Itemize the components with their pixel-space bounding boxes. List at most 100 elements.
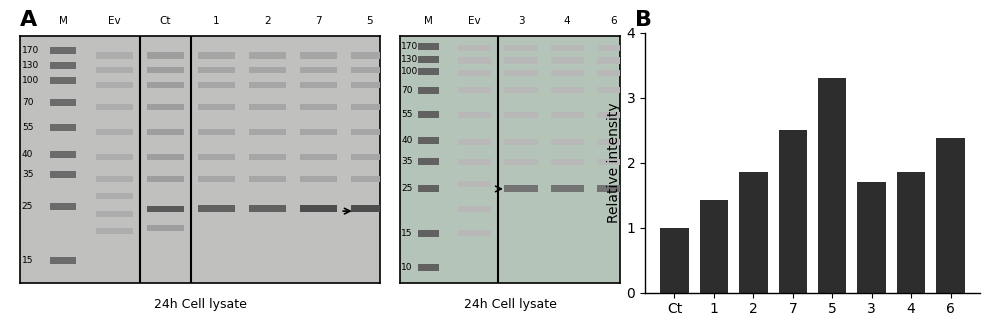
Bar <box>300 176 337 182</box>
Bar <box>249 67 286 73</box>
Bar <box>458 57 491 64</box>
Bar <box>458 181 491 187</box>
Bar <box>779 130 807 292</box>
Text: 10: 10 <box>401 264 413 272</box>
Bar <box>249 52 286 58</box>
Bar <box>504 87 538 93</box>
Bar <box>418 137 439 144</box>
Bar <box>50 47 76 54</box>
Bar <box>96 193 133 199</box>
Text: 7: 7 <box>315 16 322 26</box>
Bar <box>418 111 439 118</box>
Bar <box>300 129 337 135</box>
Bar <box>418 230 439 237</box>
Bar <box>551 159 584 165</box>
Text: 24h Cell lysate: 24h Cell lysate <box>154 298 246 311</box>
Bar <box>351 176 388 182</box>
Bar <box>504 159 538 165</box>
Bar <box>551 57 584 64</box>
Bar <box>351 205 388 212</box>
Bar <box>96 129 133 135</box>
Bar <box>458 159 491 165</box>
Bar <box>300 52 337 58</box>
Text: 5: 5 <box>366 16 373 26</box>
Bar <box>249 176 286 182</box>
Bar <box>418 265 439 271</box>
Bar <box>458 112 491 118</box>
Bar <box>249 205 286 212</box>
Bar <box>597 45 630 51</box>
Bar <box>458 139 491 145</box>
Bar <box>551 112 584 118</box>
Text: 100: 100 <box>22 76 39 85</box>
Text: 2: 2 <box>264 16 271 26</box>
Bar <box>147 154 184 160</box>
Bar <box>147 67 184 73</box>
Bar <box>418 56 439 63</box>
Bar <box>418 68 439 75</box>
Bar <box>50 62 76 69</box>
Bar <box>458 206 491 212</box>
Bar <box>198 82 235 88</box>
Bar <box>458 87 491 93</box>
Bar <box>418 158 439 165</box>
Text: 24h Cell lysate: 24h Cell lysate <box>464 298 556 311</box>
Bar <box>198 154 235 160</box>
Bar <box>504 70 538 76</box>
Bar <box>351 104 388 111</box>
Text: 4: 4 <box>564 16 571 26</box>
Bar <box>504 57 538 64</box>
Bar <box>147 225 184 231</box>
Bar <box>597 70 630 76</box>
Bar <box>504 112 538 118</box>
Text: 40: 40 <box>401 136 412 145</box>
Text: 55: 55 <box>401 110 413 119</box>
Bar <box>147 104 184 111</box>
Bar <box>300 82 337 88</box>
Bar <box>597 87 630 93</box>
Bar <box>936 138 965 292</box>
Bar <box>147 176 184 182</box>
Text: 130: 130 <box>401 55 418 64</box>
Bar <box>597 112 630 118</box>
Bar <box>551 139 584 145</box>
Bar <box>198 205 235 212</box>
Bar <box>551 186 584 192</box>
Text: M: M <box>59 16 68 26</box>
Text: B: B <box>635 10 652 30</box>
Text: 3: 3 <box>518 16 524 26</box>
Text: 35: 35 <box>401 157 413 166</box>
Bar <box>249 154 286 160</box>
Bar <box>551 45 584 51</box>
Bar <box>50 77 76 84</box>
Text: 6: 6 <box>610 16 617 26</box>
Bar <box>50 124 76 131</box>
Bar <box>700 200 728 292</box>
Bar <box>50 171 76 177</box>
Bar <box>458 230 491 237</box>
Bar <box>96 154 133 160</box>
Text: Ct: Ct <box>159 16 171 26</box>
Bar <box>597 57 630 64</box>
Text: A: A <box>20 10 37 30</box>
Bar <box>96 67 133 73</box>
Bar <box>249 104 286 111</box>
Bar <box>96 82 133 88</box>
Y-axis label: Relative intensity: Relative intensity <box>607 102 621 223</box>
Bar <box>351 52 388 58</box>
Bar <box>351 154 388 160</box>
Bar <box>147 82 184 88</box>
Text: 15: 15 <box>22 256 33 265</box>
Text: 1: 1 <box>213 16 220 26</box>
Bar <box>597 159 630 165</box>
Text: 170: 170 <box>22 46 39 55</box>
Bar <box>96 228 133 234</box>
Text: Ev: Ev <box>468 16 481 26</box>
Text: 100: 100 <box>401 67 418 76</box>
Bar <box>551 87 584 93</box>
Bar <box>351 67 388 73</box>
Bar <box>660 227 689 292</box>
Bar <box>504 186 538 192</box>
Bar <box>50 151 76 158</box>
Bar <box>857 182 886 292</box>
